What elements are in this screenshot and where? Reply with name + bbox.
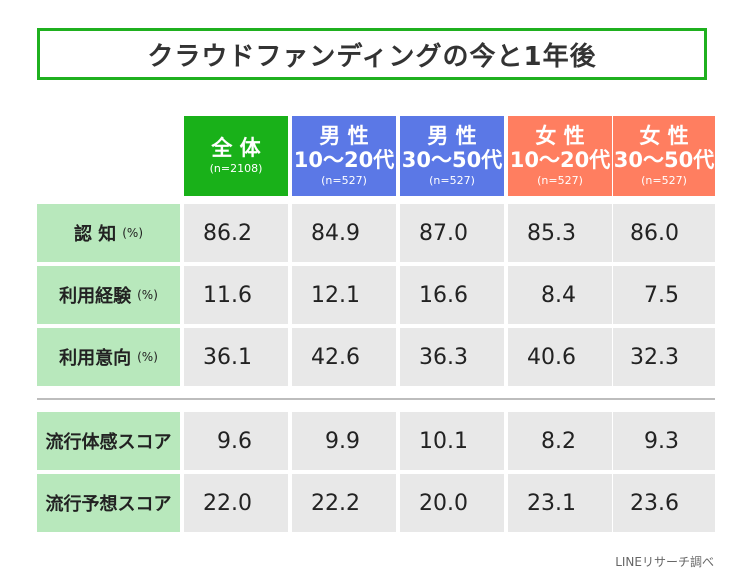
table-cell: 23.6 [613,474,715,532]
row-label-text: 流行体感スコア [45,432,172,453]
row-label-text: 認 知 [73,224,117,245]
column-header-label: 男 性 [427,124,477,149]
table-cell: 86.2 [184,204,288,262]
row-label-unit: (%) [137,288,158,302]
table-cell: 9.3 [613,412,715,470]
row-label-trend-feel-score: 流行体感スコア [37,412,180,470]
table-cell: 22.0 [184,474,288,532]
row-label-unit: (%) [137,350,158,364]
table-cell: 87.0 [400,204,504,262]
table-cell: 23.1 [508,474,612,532]
table-cell: 10.1 [400,412,504,470]
row-label-unit: (%) [122,226,144,240]
column-header-label: 女 性 [639,124,689,149]
column-header-female-10-20: 女 性 10〜20代 (n=527) [508,116,612,196]
table-cell: 84.9 [292,204,396,262]
table-cell: 7.5 [613,266,715,324]
table-cell: 9.9 [292,412,396,470]
table-cell: 8.4 [508,266,612,324]
row-label-usage-intent: 利用意向 (%) [37,328,180,386]
column-header-male-10-20: 男 性 10〜20代 (n=527) [292,116,396,196]
row-label-text: 利用意向 [59,348,132,369]
table-cell: 36.3 [400,328,504,386]
table-cell: 85.3 [508,204,612,262]
column-header-count: (n=527) [537,174,583,188]
column-header-count: (n=2108) [209,162,263,176]
table-cell: 16.6 [400,266,504,324]
column-header-age: 10〜20代 [509,148,611,173]
column-header-label: 全 体 [211,136,261,161]
table-cell: 12.1 [292,266,396,324]
column-header-count: (n=527) [429,174,475,188]
row-label-awareness: 認 知 (%) [37,204,180,262]
section-divider [37,398,715,400]
table-cell: 32.3 [613,328,715,386]
table-cell: 11.6 [184,266,288,324]
table-cell: 42.6 [292,328,396,386]
column-header-label: 女 性 [535,124,585,149]
source-note: LINEリサーチ調べ [615,555,714,569]
table-cell: 22.2 [292,474,396,532]
table-cell: 40.6 [508,328,612,386]
column-header-age: 30〜50代 [613,148,715,173]
row-label-text: 利用経験 [59,286,132,307]
column-header-count: (n=527) [321,174,367,188]
column-header-age: 10〜20代 [293,148,395,173]
row-label-text: 流行予想スコア [45,494,172,515]
table-cell: 9.6 [184,412,288,470]
row-label-usage-experience: 利用経験 (%) [37,266,180,324]
column-header-female-30-50: 女 性 30〜50代 (n=527) [613,116,715,196]
column-header-label: 男 性 [319,124,369,149]
column-header-male-30-50: 男 性 30〜50代 (n=527) [400,116,504,196]
column-header-total: 全 体 (n=2108) [184,116,288,196]
table-cell: 86.0 [613,204,715,262]
table-cell: 36.1 [184,328,288,386]
table-cell: 20.0 [400,474,504,532]
column-header-age: 30〜50代 [401,148,503,173]
column-header-count: (n=527) [641,174,687,188]
row-label-trend-forecast-score: 流行予想スコア [37,474,180,532]
chart-title: クラウドファンディングの今と1年後 [37,28,707,80]
table-cell: 8.2 [508,412,612,470]
